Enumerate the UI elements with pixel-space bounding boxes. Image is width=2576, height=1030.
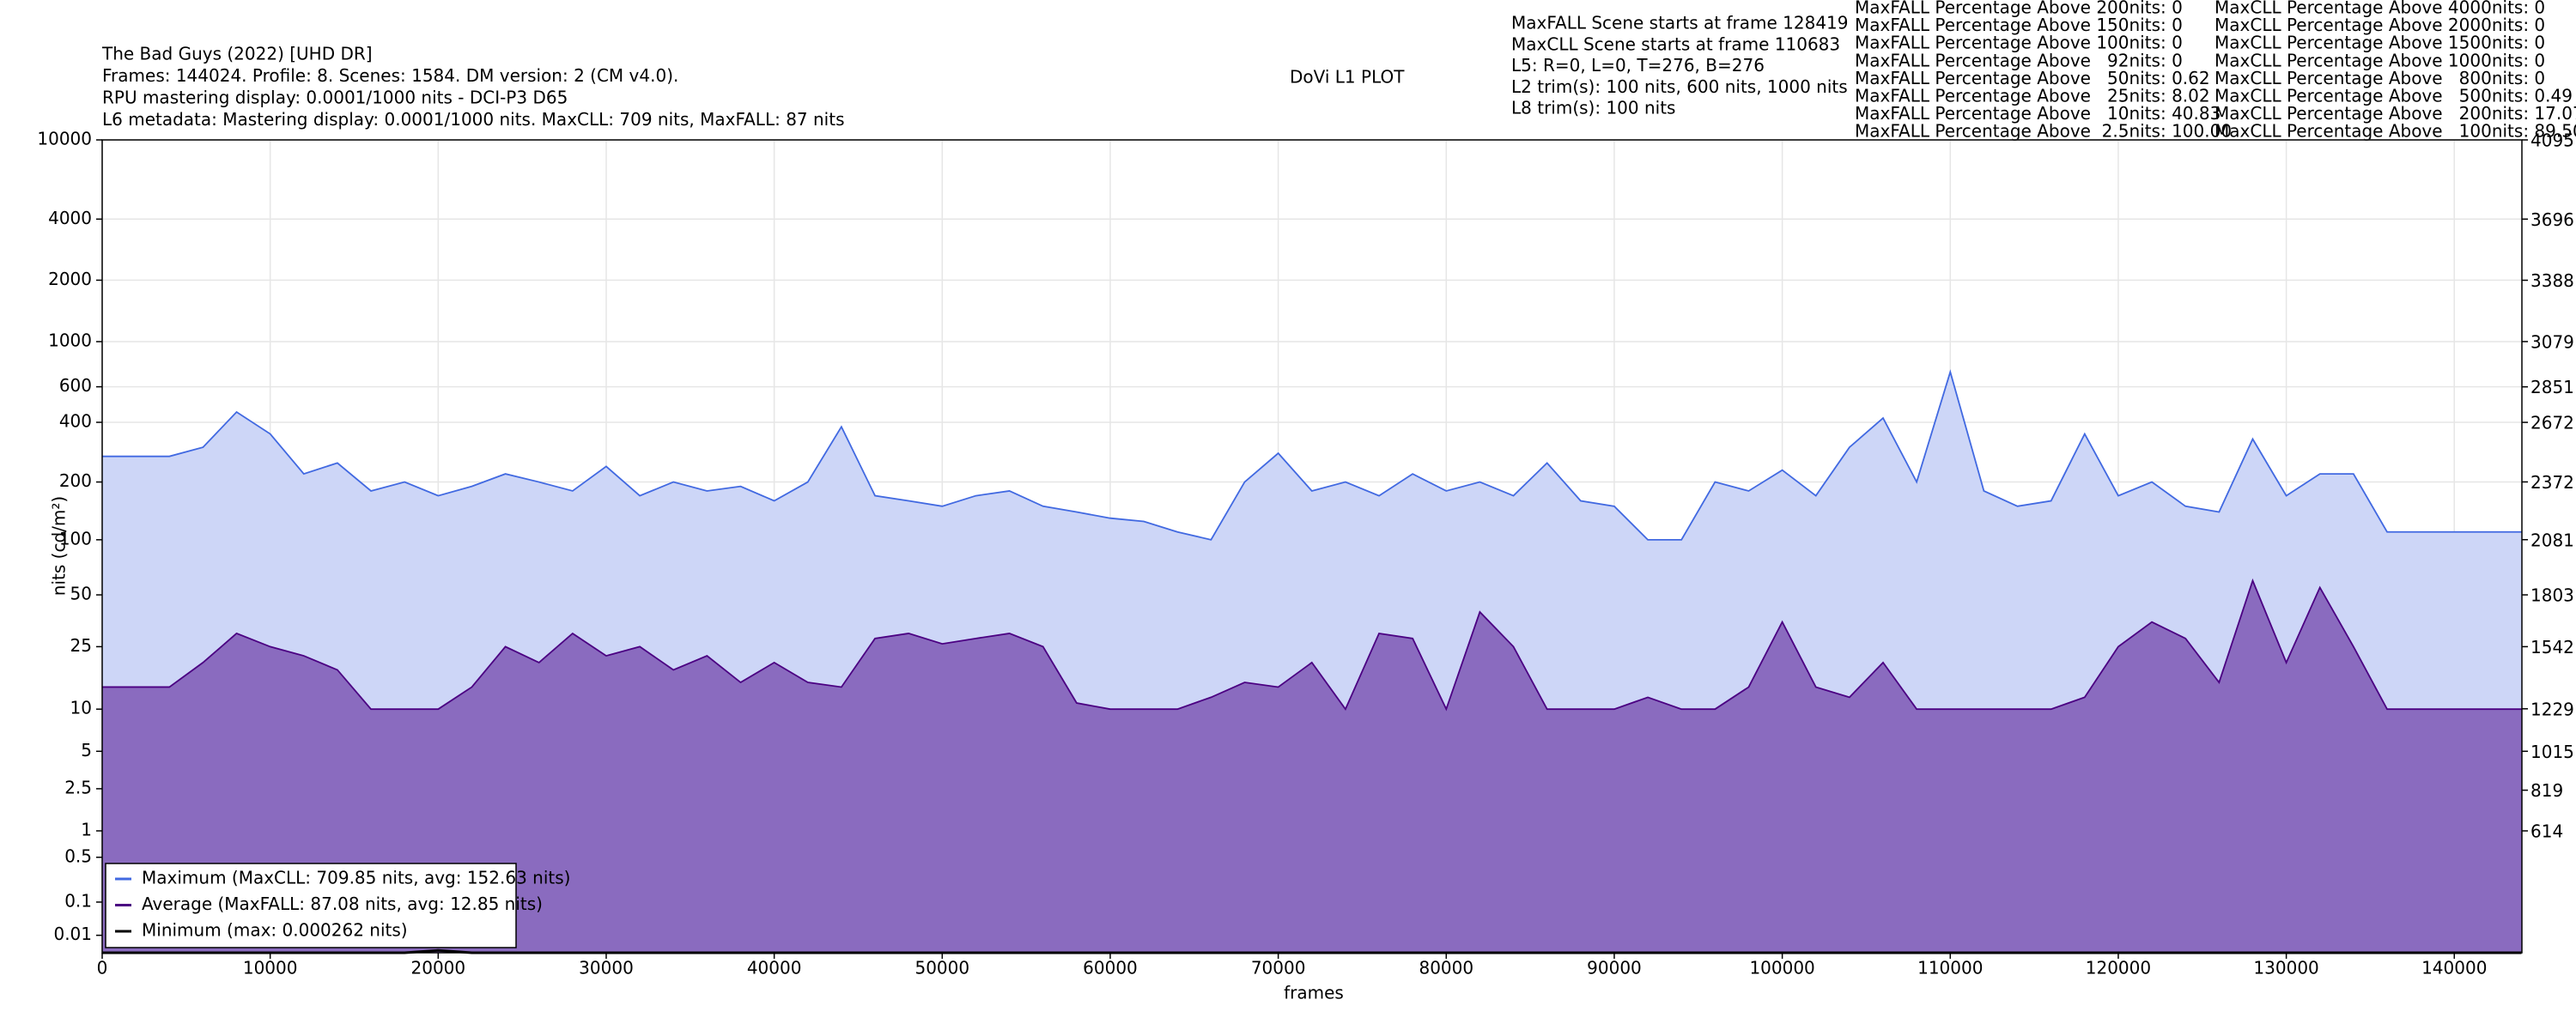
y2-tick-label: 3696: [2530, 209, 2574, 230]
x-tick-label: 120000: [2086, 958, 2151, 978]
maxcll-line: MaxCLL Percentage Above 500nits: 0.49: [2215, 86, 2573, 106]
y-tick-label: 100: [59, 528, 92, 548]
y2-tick-label: 2081: [2530, 530, 2574, 550]
y2-tick-label: 1229: [2530, 699, 2574, 719]
series-line: [102, 578, 2522, 712]
y-tick-label: 10000: [37, 129, 92, 149]
y2-tick-label: 1015: [2530, 742, 2574, 762]
y2-tick-label: 2851: [2530, 377, 2574, 397]
y-tick-label: 600: [59, 375, 92, 396]
maxfall-line: MaxFALL Percentage Above 50nits: 0.62: [1855, 68, 2210, 88]
x-tick-label: 20000: [411, 958, 466, 978]
maxcll-line: MaxCLL Percentage Above 1000nits: 0: [2215, 50, 2545, 70]
y-tick-label: 0.1: [64, 890, 92, 911]
y-tick-label: 400: [59, 411, 92, 432]
y2-tick-label: 2372: [2530, 472, 2574, 493]
metadata-line: MaxCLL Scene starts at frame 110683: [1511, 33, 1840, 54]
maxfall-line: MaxFALL Percentage Above 2.5nits: 100.00: [1855, 121, 2232, 142]
maxfall-line: MaxFALL Percentage Above 10nits: 40.83: [1855, 103, 2221, 124]
y-tick-label: 2.5: [64, 777, 92, 797]
x-tick-label: 100000: [1749, 958, 1814, 978]
y2-tick-label: 819: [2530, 780, 2563, 801]
maxfall-line: MaxFALL Percentage Above 25nits: 8.02: [1855, 86, 2210, 106]
y-tick-label: 200: [59, 470, 92, 491]
y-tick-label: 4000: [48, 208, 92, 228]
legend-label: Maximum (MaxCLL: 709.85 nits, avg: 152.6…: [142, 868, 570, 888]
x-tick-label: 10000: [243, 958, 298, 978]
info-line: The Bad Guys (2022) [UHD DR]: [101, 44, 373, 64]
y-axis-label: nits (cd/m²): [49, 496, 70, 596]
legend: Maximum (MaxCLL: 709.85 nits, avg: 152.6…: [105, 863, 570, 948]
x-tick-label: 140000: [2421, 958, 2487, 978]
maxcll-line: MaxCLL Percentage Above 1500nits: 0: [2215, 33, 2545, 53]
y-tick-label: 0.01: [53, 924, 92, 944]
metadata-line: L5: R=0, L=0, T=276, B=276: [1511, 55, 1765, 76]
series-area: [102, 580, 2522, 953]
legend-label: Average (MaxFALL: 87.08 nits, avg: 12.85…: [142, 894, 543, 914]
x-tick-label: 110000: [1917, 958, 1983, 978]
plot-frame: [101, 139, 2523, 954]
maxcll-line: MaxCLL Percentage Above 200nits: 17.07: [2215, 103, 2576, 124]
y2-tick-label: 3388: [2530, 270, 2574, 291]
y-tick-label: 1: [81, 820, 92, 840]
y-tick-label: 10: [70, 698, 92, 718]
x-tick-label: 130000: [2253, 958, 2318, 978]
metadata-line: MaxFALL Scene starts at frame 128419: [1511, 13, 1849, 33]
y2-tick-label: 4095: [2530, 130, 2574, 151]
legend-label: Minimum (max: 0.000262 nits): [142, 920, 408, 941]
metadata-line: L2 trim(s): 100 nits, 600 nits, 1000 nit…: [1511, 76, 1848, 97]
y-tick-label: 50: [70, 584, 92, 604]
maxfall-line: MaxFALL Percentage Above 92nits: 0: [1855, 50, 2183, 70]
x-tick-label: 80000: [1419, 958, 1473, 978]
maxfall-line: MaxFALL Percentage Above 200nits: 0: [1855, 0, 2183, 18]
info-line: Frames: 144024. Profile: 8. Scenes: 1584…: [102, 65, 678, 86]
y-tick-label: 25: [70, 635, 92, 656]
maxfall-line: MaxFALL Percentage Above 100nits: 0: [1855, 33, 2183, 53]
chart-title: DoVi L1 PLOT: [1290, 67, 1405, 88]
y2-tick-label: 614: [2530, 821, 2563, 842]
y-tick-label: 1000: [48, 330, 92, 351]
y-tick-label: 2000: [48, 269, 92, 289]
metadata-line: L8 trim(s): 100 nits: [1511, 98, 1675, 118]
y-tick-label: 5: [81, 740, 92, 760]
series-line: [102, 369, 2522, 541]
maxfall-line: MaxFALL Percentage Above 150nits: 0: [1855, 15, 2183, 35]
legend-box: [105, 863, 517, 948]
x-tick-label: 40000: [747, 958, 802, 978]
info-line: RPU mastering display: 0.0001/1000 nits …: [102, 88, 568, 108]
y2-tick-label: 1542: [2530, 637, 2574, 657]
maxcll-line: MaxCLL Percentage Above 100nits: 89.50: [2215, 121, 2576, 142]
x-tick-label: 70000: [1251, 958, 1306, 978]
y-tick-label: 0.5: [64, 845, 92, 866]
x-tick-label: 90000: [1587, 958, 1642, 978]
y2-tick-label: 3079: [2530, 331, 2574, 352]
x-tick-label: 50000: [914, 958, 969, 978]
maxcll-line: MaxCLL Percentage Above 4000nits: 0: [2215, 0, 2545, 18]
y2-tick-label: 1803: [2530, 585, 2574, 606]
x-tick-label: 30000: [579, 958, 634, 978]
info-line: L6 metadata: Mastering display: 0.0001/1…: [102, 109, 845, 130]
x-tick-label: 0: [97, 958, 108, 978]
y2-tick-label: 2672: [2530, 413, 2574, 433]
x-tick-label: 60000: [1083, 958, 1138, 978]
maxcll-line: MaxCLL Percentage Above 800nits: 0: [2215, 68, 2545, 88]
x-axis-label: frames: [1284, 983, 1344, 1003]
maxcll-line: MaxCLL Percentage Above 2000nits: 0: [2215, 15, 2545, 35]
